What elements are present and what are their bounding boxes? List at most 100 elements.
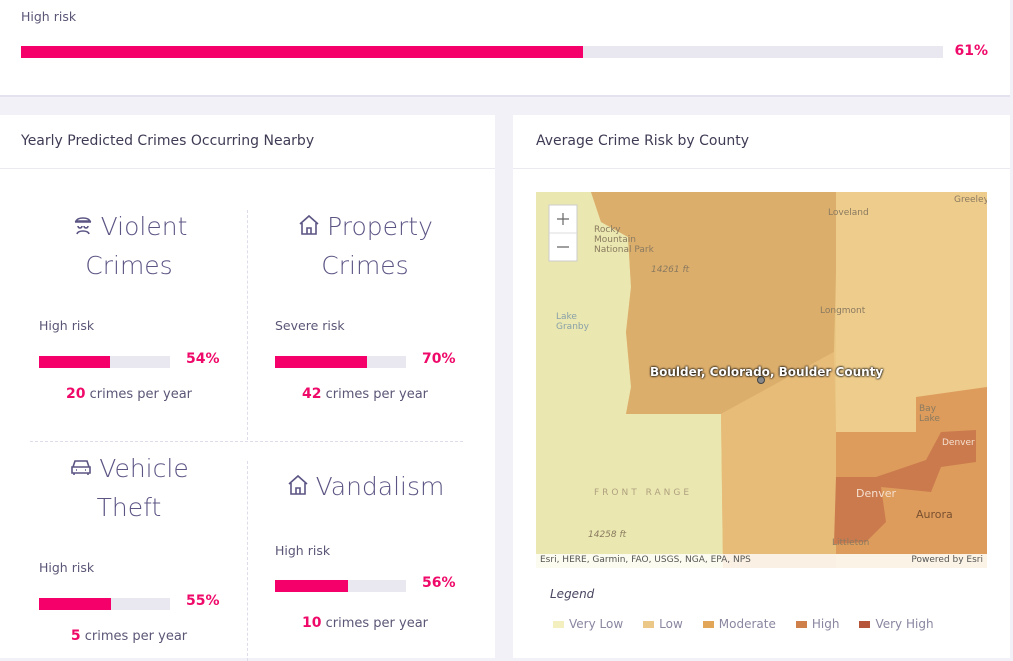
legend-item: Moderate: [702, 617, 776, 631]
crimes-card: Yearly Predicted Crimes Occurring Nearby…: [0, 115, 495, 661]
legend-label: Low: [659, 617, 683, 631]
risk-percent: 55%: [186, 593, 220, 609]
region: [836, 192, 987, 432]
legend-label: Very Low: [569, 617, 624, 631]
divider: [247, 210, 248, 440]
attribution-bar: [536, 554, 987, 568]
risk-track: [21, 46, 943, 58]
legend-label: Moderate: [718, 617, 776, 631]
legend-item: Low: [643, 617, 683, 631]
legend-title: Legend: [550, 587, 595, 601]
map-label: Denver: [942, 438, 975, 448]
map-label: FRONT RANGE: [594, 488, 693, 498]
risk-track: [39, 356, 170, 368]
crime-title-text: Property: [327, 212, 433, 241]
map-location-label: Boulder, Colorado, Boulder County: [650, 365, 884, 379]
crime-title-line: Crimes: [19, 247, 239, 284]
count-unit: crimes per year: [84, 629, 188, 644]
map[interactable]: Greeley Loveland Rocky Mountain National…: [536, 192, 987, 568]
crime-title: Property Crimes: [255, 208, 475, 284]
card-title: Average Crime Risk by County: [536, 133, 750, 149]
count-value: 20: [65, 386, 86, 402]
legend-swatch: [795, 621, 807, 628]
crime-title-text: Theft: [96, 493, 162, 522]
crime-title-line: Violent: [19, 208, 239, 247]
count-value: 10: [301, 615, 322, 631]
top-card: High risk 61%: [0, 0, 1010, 97]
legend-swatch: [553, 621, 564, 628]
count-unit: crimes per year: [89, 387, 193, 402]
crime-title: Violent Crimes: [19, 208, 239, 284]
divider: [30, 441, 463, 442]
count-value: 42: [301, 386, 322, 402]
risk-bar: [275, 356, 367, 368]
risk-bar: [275, 580, 349, 592]
region: [721, 352, 836, 568]
map-label: Bay Lake: [919, 404, 940, 424]
risk-percent: 70%: [422, 351, 456, 367]
count-unit: crimes per year: [325, 387, 429, 402]
crime-title-text: Vandalism: [315, 472, 445, 501]
risk-percent: 54%: [186, 351, 220, 367]
risk-track: [275, 356, 406, 368]
region: [536, 192, 723, 568]
count-unit: crimes per year: [325, 616, 429, 631]
crime-icon: [286, 474, 310, 503]
attribution: Esri, HERE, Garmin, FAO, USGS, NGA, EPA,…: [540, 555, 751, 565]
card-title: Yearly Predicted Crimes Occurring Nearby: [21, 133, 315, 149]
map-label: Aurora: [916, 508, 953, 521]
risk-bar: [39, 356, 110, 368]
risk-percent: 61%: [954, 43, 988, 59]
risk-bar: [21, 46, 584, 58]
crime-title-line: Property: [255, 208, 475, 247]
crime-title-line: Vandalism: [255, 468, 475, 507]
legend-swatch: [702, 621, 714, 628]
risk-label: High risk: [39, 318, 95, 333]
crime-title-line: Crimes: [255, 247, 475, 284]
crime-count: 5 crimes per year: [19, 628, 239, 644]
risk-label: High risk: [21, 9, 77, 24]
crime-icon: [297, 214, 321, 243]
map-label: Loveland: [828, 208, 869, 218]
crime-count: 20 crimes per year: [19, 386, 239, 402]
map-label: 14261 ft: [651, 265, 690, 275]
crime-title: Vehicle Theft: [19, 450, 239, 526]
legend-label: Very High: [875, 617, 934, 631]
crime-icon: [71, 214, 95, 243]
count-value: 5: [70, 628, 81, 644]
legend: Very Low Low Moderate High Very High: [553, 613, 954, 632]
legend-label: High: [811, 617, 840, 631]
legend-swatch: [643, 621, 655, 628]
crime-title-line: Theft: [19, 489, 239, 526]
risk-bar: [39, 598, 112, 610]
risk-label: Severe risk: [275, 318, 345, 333]
risk-track: [275, 580, 406, 592]
map-label: Littleton: [832, 538, 870, 548]
crime-title-text: Vehicle: [99, 454, 189, 483]
crime-title-text: Crimes: [321, 251, 409, 280]
legend-item: Very Low: [553, 617, 623, 631]
map-shapes: [536, 192, 987, 568]
map-label: Rocky Mountain National Park: [594, 225, 654, 255]
powered-by[interactable]: Powered by Esri: [911, 555, 983, 565]
map-label: 14258 ft: [588, 530, 627, 540]
zoom-icons: [557, 213, 569, 248]
crime-count: 42 crimes per year: [255, 386, 475, 402]
risk-label: High risk: [275, 543, 331, 558]
risk-percent: 56%: [422, 575, 456, 591]
map-label: Lake Granby: [556, 312, 589, 332]
divider: [513, 168, 1010, 169]
crime-title-text: Crimes: [85, 251, 173, 280]
crime-title-text: Violent: [100, 212, 188, 241]
map-label: Greeley: [954, 195, 987, 205]
map-label: Denver: [856, 487, 897, 500]
location-marker: [757, 376, 765, 384]
region: [591, 192, 836, 414]
crime-icon: [69, 456, 93, 485]
divider: [0, 168, 495, 169]
legend-item: Very High: [859, 617, 934, 631]
risk-label: High risk: [39, 560, 95, 575]
risk-track: [39, 598, 170, 610]
crime-title-line: Vehicle: [19, 450, 239, 489]
